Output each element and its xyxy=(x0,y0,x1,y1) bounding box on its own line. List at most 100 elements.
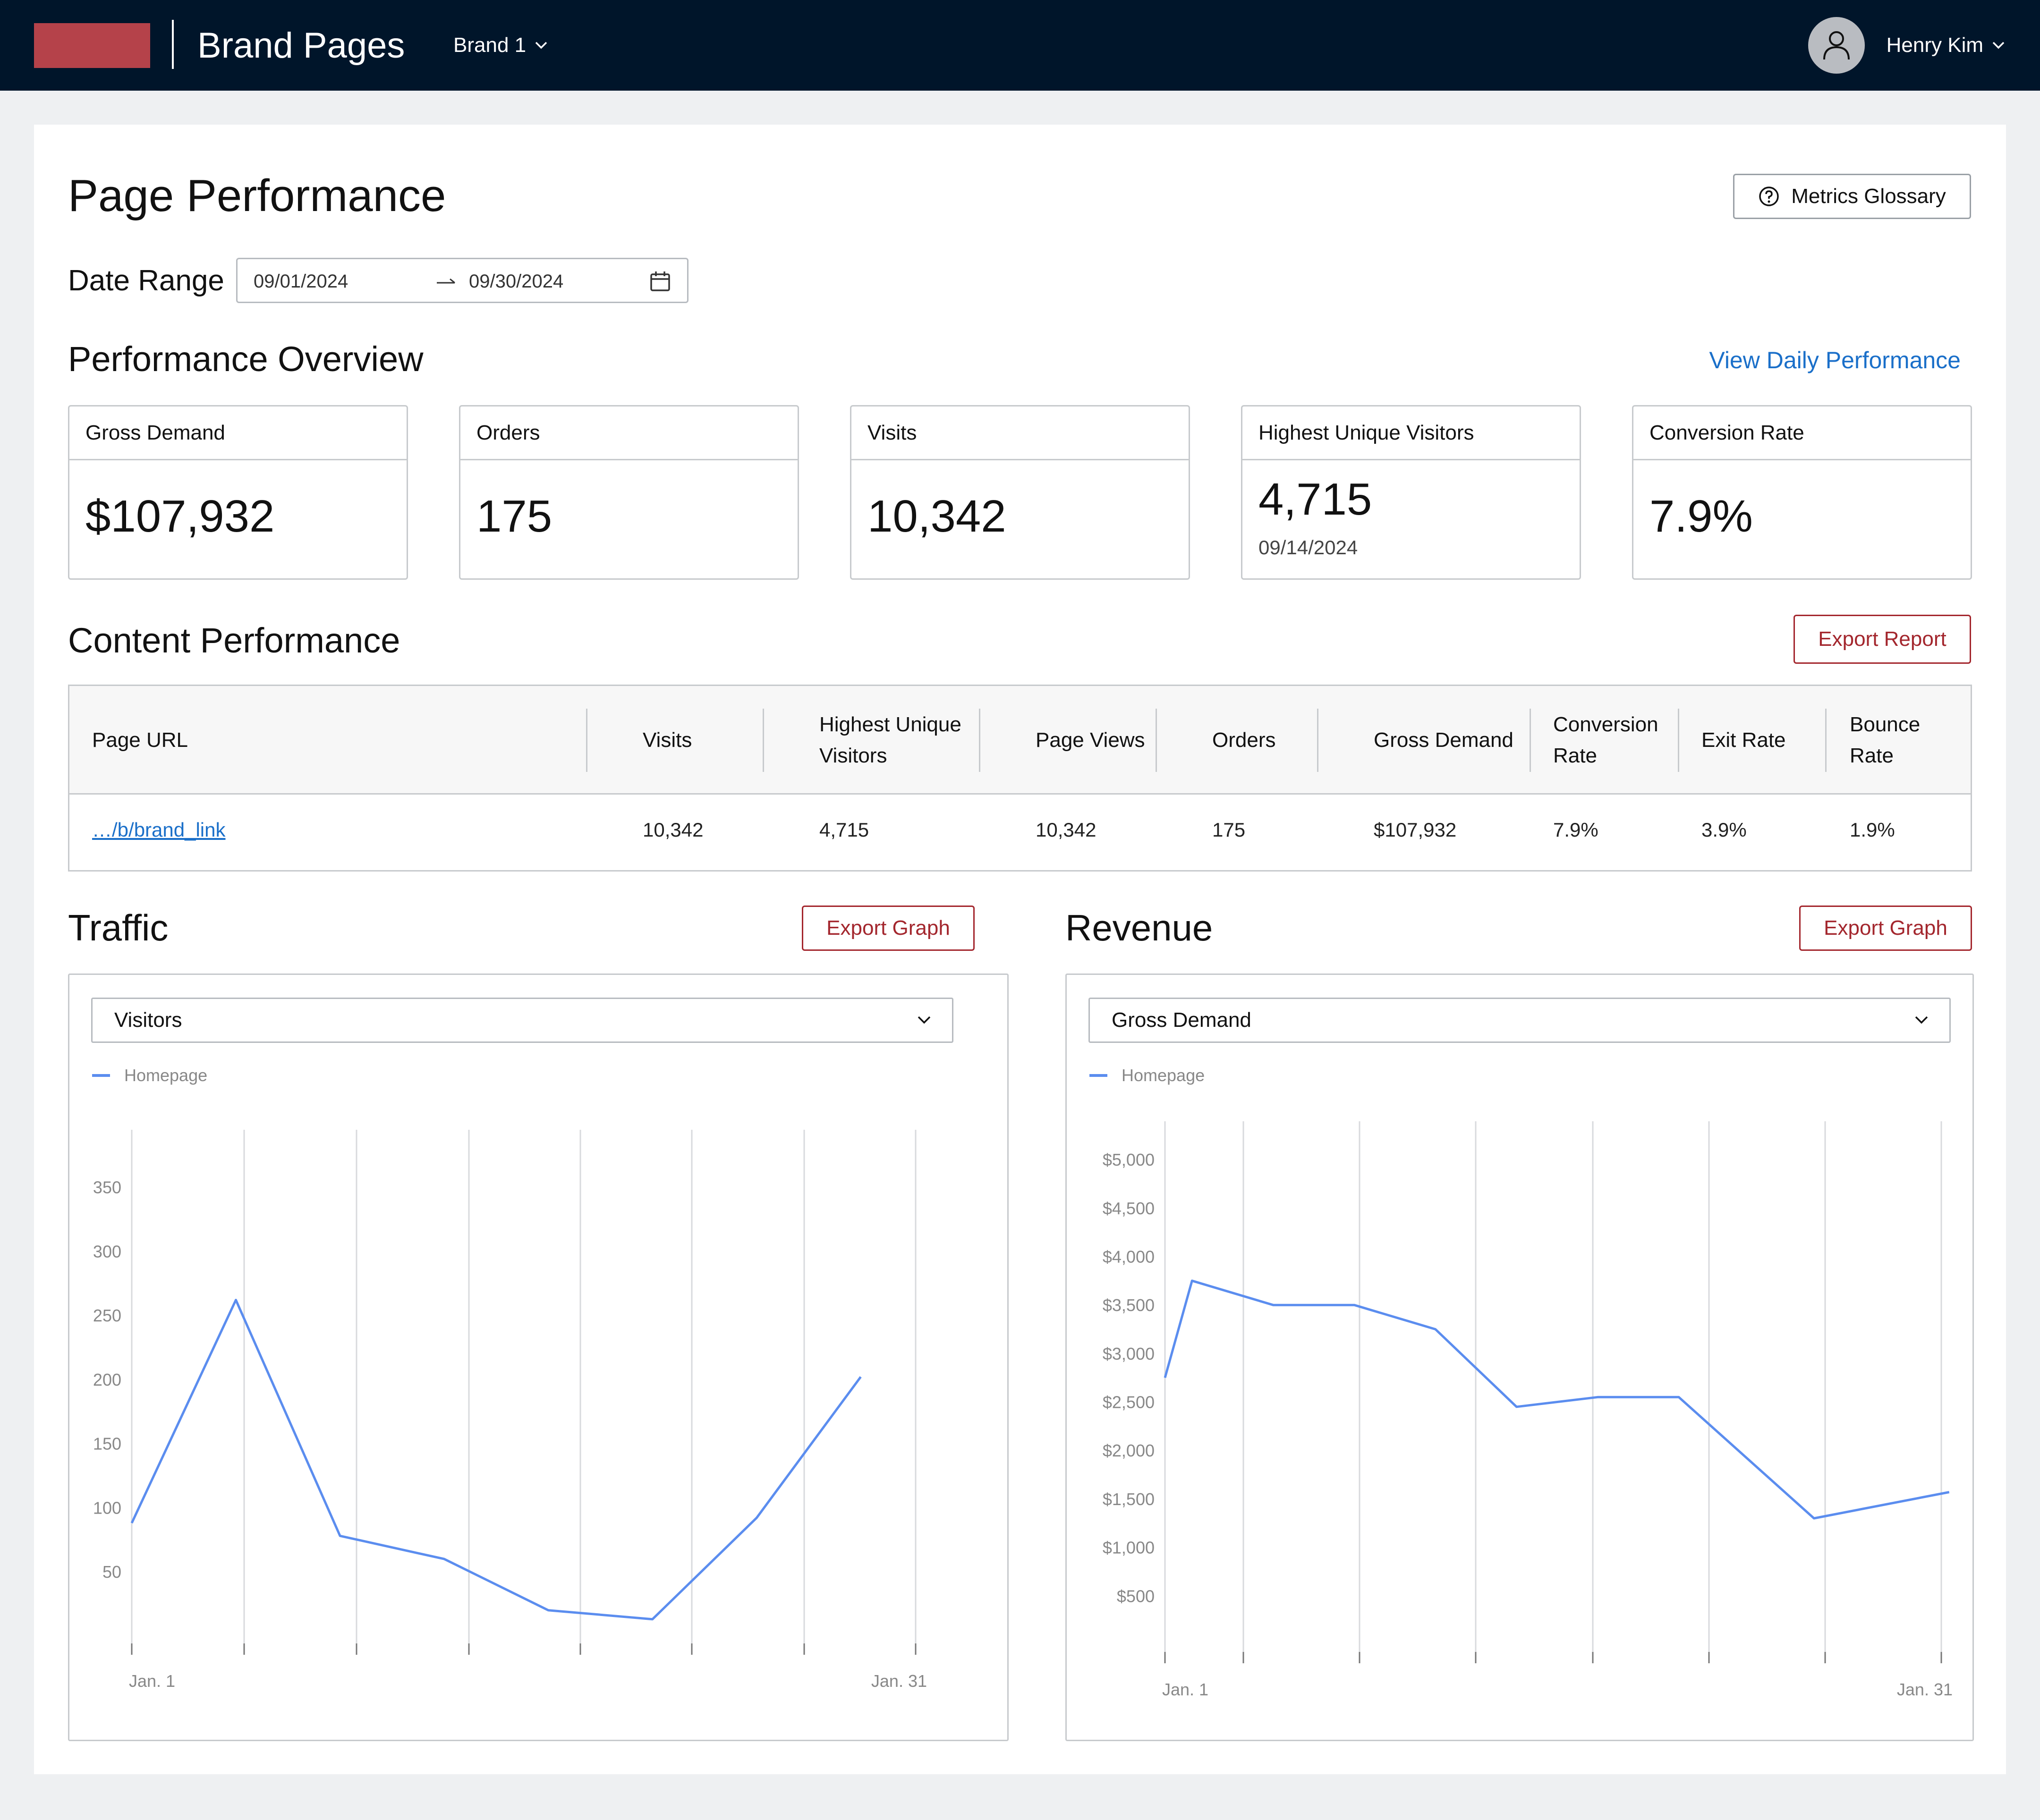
y-tick-label: $4,500 xyxy=(1103,1199,1155,1218)
view-daily-performance-link[interactable]: View Daily Performance xyxy=(1709,347,1961,373)
y-tick-label: $2,000 xyxy=(1103,1441,1155,1460)
y-tick-label: $4,000 xyxy=(1103,1247,1155,1266)
traffic-line-chart: 50 100 150 200 250 300 350 Jan. 1 Jan. 31 xyxy=(93,1130,927,1691)
performance-overview-title: Performance Overview xyxy=(68,339,424,379)
metric-label: Gross Demand xyxy=(69,406,407,460)
metric-card-gross-demand: Gross Demand $107,932 xyxy=(68,405,408,580)
export-revenue-graph-button[interactable]: Export Graph xyxy=(1799,906,1972,951)
metric-label: Conversion Rate xyxy=(1633,406,1971,460)
brand-logo[interactable] xyxy=(34,23,150,68)
column-header-conversion-rate: Conversion Rate xyxy=(1553,713,1658,767)
date-range-picker[interactable]: 09/01/2024 09/30/2024 xyxy=(236,258,688,303)
metric-value: 4,715 xyxy=(1258,474,1372,525)
date-end-input[interactable]: 09/30/2024 xyxy=(469,271,564,292)
revenue-chart-panel: Gross Demand Homepage $500 $1,000 $1,500 $2… xyxy=(1065,973,1974,1741)
y-tick-label: 100 xyxy=(93,1498,121,1517)
series-line xyxy=(1164,1279,1950,1520)
export-report-button[interactable]: Export Report xyxy=(1794,615,1971,664)
column-header-orders: Orders xyxy=(1212,728,1276,752)
export-traffic-graph-button[interactable]: Export Graph xyxy=(802,906,975,951)
y-tick-label: 350 xyxy=(93,1177,121,1197)
metrics-glossary-label: Metrics Glossary xyxy=(1791,185,1946,208)
column-header-page-views: Page Views xyxy=(1036,728,1145,752)
y-tick-label: $3,000 xyxy=(1103,1344,1155,1363)
x-tick-label: Jan. 1 xyxy=(129,1671,175,1691)
revenue-line-chart: $500 $1,000 $1,500 $2,000 $2,500 $3,000 $3,500… xyxy=(1103,1121,1953,1699)
metric-label: Visits xyxy=(851,406,1189,460)
user-menu-toggle[interactable]: Henry Kim xyxy=(1887,34,2005,57)
y-tick-label: $500 xyxy=(1117,1586,1155,1606)
y-tick-label: $5,000 xyxy=(1103,1150,1155,1169)
y-tick-label: 250 xyxy=(93,1306,121,1325)
revenue-title: Revenue xyxy=(1065,907,1213,948)
page-url-link[interactable]: …/b/brand_link xyxy=(92,819,226,841)
y-tick-label: 300 xyxy=(93,1242,121,1261)
brand-selector-label: Brand 1 xyxy=(453,34,527,57)
metric-card-highest-unique-visitors: Highest Unique Visitors 4,715 09/14/2024 xyxy=(1241,405,1581,580)
revenue-select-value: Gross Demand xyxy=(1112,1008,1251,1032)
date-start-input[interactable]: 09/01/2024 xyxy=(254,271,348,292)
traffic-select-value: Visitors xyxy=(114,1008,182,1032)
traffic-legend: Homepage xyxy=(92,1066,207,1085)
traffic-metric-select[interactable]: Visitors xyxy=(91,998,953,1043)
column-header-bounce-rate: Bounce Rate xyxy=(1850,713,1921,767)
arrow-right-icon xyxy=(437,278,455,284)
help-circle-icon xyxy=(1759,186,1779,206)
traffic-title: Traffic xyxy=(68,907,169,948)
y-tick-label: $2,500 xyxy=(1103,1393,1155,1412)
user-icon xyxy=(1823,31,1850,60)
chevron-down-icon xyxy=(535,42,547,49)
y-tick-label: 200 xyxy=(93,1370,121,1389)
y-tick-label: 150 xyxy=(93,1434,121,1454)
y-tick-label: $1,500 xyxy=(1103,1490,1155,1509)
legend-label: Homepage xyxy=(1122,1066,1205,1085)
chevron-down-icon xyxy=(1992,42,2005,49)
x-tick-label: Jan. 31 xyxy=(871,1671,927,1691)
legend-label: Homepage xyxy=(124,1066,208,1085)
y-tick-label: 50 xyxy=(102,1562,121,1582)
table-cell: 7.9% xyxy=(1553,819,1598,841)
metric-label: Highest Unique Visitors xyxy=(1242,406,1580,460)
x-tick-label: Jan. 31 xyxy=(1897,1680,1953,1699)
avatar[interactable] xyxy=(1808,17,1865,74)
chevron-down-icon xyxy=(1915,1016,1928,1024)
column-header-gross-demand: Gross Demand xyxy=(1374,728,1513,752)
x-tick-label: Jan. 1 xyxy=(1162,1680,1208,1699)
metric-card-conversion-rate: Conversion Rate 7.9% xyxy=(1632,405,1972,580)
chevron-down-icon xyxy=(918,1016,931,1024)
page-title: Page Performance xyxy=(68,170,446,221)
series-line xyxy=(130,1299,862,1621)
metric-label: Orders xyxy=(460,406,798,460)
table-cell: 10,342 xyxy=(1036,819,1096,841)
metrics-glossary-button[interactable]: Metrics Glossary xyxy=(1733,174,1971,219)
column-header-exit-rate: Exit Rate xyxy=(1701,728,1786,752)
column-header-page-url: Page URL xyxy=(92,728,188,752)
calendar-icon[interactable] xyxy=(649,271,671,292)
metric-date: 09/14/2024 xyxy=(1258,536,1358,559)
table-cell: 1.9% xyxy=(1850,819,1895,841)
metric-value: 175 xyxy=(476,491,552,542)
table-cell: $107,932 xyxy=(1374,819,1457,841)
brand-selector[interactable]: Brand 1 xyxy=(453,30,548,60)
logo-divider xyxy=(172,20,174,69)
user-name: Henry Kim xyxy=(1886,34,1983,57)
content-performance-table: Page URL Visits Highest Unique Visitors … xyxy=(68,685,1972,872)
main-content-card: Page Performance Metrics Glossary Date R… xyxy=(34,125,2006,1774)
metric-value: 7.9% xyxy=(1649,491,1753,542)
revenue-metric-select[interactable]: Gross Demand xyxy=(1088,998,1951,1043)
metric-card-orders: Orders 175 xyxy=(459,405,799,580)
revenue-legend: Homepage xyxy=(1089,1066,1205,1085)
metric-value: 10,342 xyxy=(867,491,1006,542)
user-menu: Henry Kim xyxy=(1808,17,2005,74)
metric-value: $107,932 xyxy=(85,491,275,542)
table-cell: 3.9% xyxy=(1701,819,1747,841)
y-tick-label: $3,500 xyxy=(1103,1295,1155,1315)
table-cell: 175 xyxy=(1212,819,1246,841)
metric-card-visits: Visits 10,342 xyxy=(850,405,1190,580)
content-performance-title: Content Performance xyxy=(68,621,400,660)
table-header: Page URL Visits Highest Unique Visitors … xyxy=(69,686,1971,795)
y-tick-label: $1,000 xyxy=(1103,1538,1155,1558)
traffic-chart-panel: Visitors Homepage 50 100 150 200 250 300 350 Ja… xyxy=(68,973,1009,1741)
legend-swatch xyxy=(92,1074,110,1077)
column-header-highest-unique-visitors: Highest Unique Visitors xyxy=(819,713,961,767)
